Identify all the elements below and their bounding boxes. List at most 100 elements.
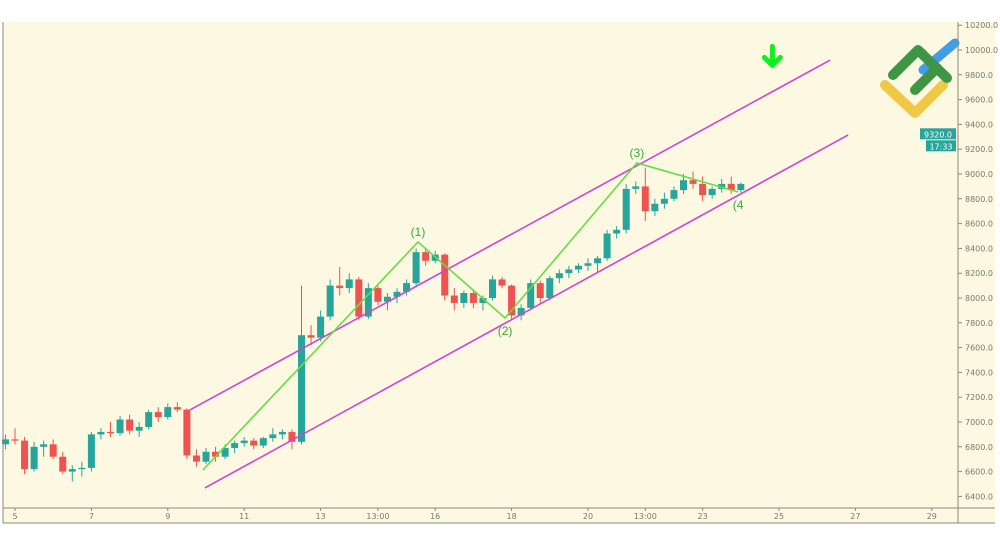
candle-down: [498, 276, 506, 289]
candle-up: [403, 279, 411, 296]
candle-up: [202, 448, 210, 465]
candle-down: [441, 253, 449, 301]
price-tick-label: 10200.0: [965, 21, 998, 30]
time-tick-label: 18: [507, 512, 517, 521]
candle-countdown-label: 17:33: [929, 142, 952, 151]
candle-up: [527, 279, 535, 311]
time-tick-label: 23: [698, 512, 708, 521]
time-tick-label: 9: [165, 512, 170, 521]
candle-body: [326, 285, 334, 317]
candle-up: [259, 436, 267, 449]
candle-body: [240, 440, 248, 444]
candle-down: [11, 428, 19, 445]
candle-down: [450, 288, 458, 311]
candles-layer: [1, 167, 745, 482]
candle-body: [469, 293, 477, 303]
candle-body: [737, 183, 745, 191]
candle-body: [68, 469, 76, 472]
candle-body: [574, 265, 582, 270]
candle-body: [689, 180, 697, 184]
time-axis[interactable]: 5 7 9 11 13 13:00 16 18 20 13:00 23 25 27 29: [12, 508, 937, 521]
candle-up: [68, 465, 76, 482]
candle-body: [97, 431, 105, 435]
time-tick-label: 16: [430, 512, 440, 521]
candle-down: [154, 407, 162, 422]
candle-down: [250, 438, 258, 450]
candle-body: [594, 258, 602, 264]
candle-up: [651, 198, 659, 217]
candle-up: [326, 279, 334, 321]
candle-down: [689, 171, 697, 189]
candle-body: [527, 283, 535, 308]
candle-up: [622, 183, 630, 234]
price-tick-label: 9400.0: [965, 120, 993, 129]
price-tick-label: 8400.0: [965, 244, 993, 253]
candle-down: [183, 408, 191, 460]
price-tick-label: 6600.0: [965, 468, 993, 477]
price-tick-label: 9600.0: [965, 96, 993, 105]
candle-down: [21, 436, 29, 475]
candle-body: [59, 456, 67, 472]
candle-body: [613, 229, 621, 234]
price-tick-label: 8000.0: [965, 294, 993, 303]
candle-up: [116, 415, 124, 436]
candle-body: [603, 233, 611, 259]
current-price-label: 9320.0: [924, 130, 952, 139]
price-tick-label: 7600.0: [965, 344, 993, 353]
time-tick-label: 11: [239, 512, 249, 521]
time-tick-label: 13:00: [634, 512, 657, 521]
chart-background: [3, 22, 995, 523]
candle-body: [135, 426, 143, 431]
candle-up: [660, 192, 668, 209]
candle-body: [718, 183, 726, 189]
candle-body: [164, 407, 172, 418]
candle-body: [21, 440, 29, 470]
price-tick-label: 6400.0: [965, 492, 993, 501]
candle-up: [584, 258, 592, 271]
candle-body: [298, 335, 305, 442]
candle-body: [670, 190, 678, 199]
channel-lower-line: [204, 134, 849, 489]
channel-upper-line: [189, 59, 831, 411]
candle-up: [412, 248, 420, 286]
time-tick-label: 13: [316, 512, 326, 521]
candle-body: [403, 283, 411, 292]
price-tick-label: 9000.0: [965, 170, 993, 179]
candle-body: [622, 188, 630, 230]
time-tick-label: 25: [774, 512, 784, 521]
time-tick-label: 20: [583, 512, 593, 521]
candle-down: [192, 449, 200, 467]
candle-down: [374, 285, 382, 306]
candle-body: [116, 419, 124, 434]
candle-body: [221, 448, 229, 457]
candle-body: [345, 279, 353, 289]
brand-logo: [880, 38, 960, 118]
candle-down: [126, 414, 134, 435]
candle-up: [97, 428, 105, 440]
candle-down: [49, 439, 57, 460]
candle-body: [412, 252, 420, 284]
price-axis[interactable]: 6400.0 6600.0 6800.0 7000.0 7200.0 7400.0 7600…: [958, 21, 998, 501]
price-tick-label: 8200.0: [965, 269, 993, 278]
candle-up: [737, 182, 745, 193]
candle-body: [660, 198, 668, 204]
candle-down: [469, 289, 477, 308]
candle-body: [555, 273, 563, 279]
time-tick-label: 7: [89, 512, 94, 521]
wave-label: (1): [411, 225, 426, 239]
candle-body: [508, 285, 516, 316]
down-arrow-icon: [761, 43, 783, 68]
candle-body: [641, 186, 649, 212]
candle-body: [307, 335, 315, 338]
candle-body: [173, 407, 181, 410]
time-tick-label: 29: [927, 512, 937, 521]
candle-body: [489, 279, 496, 298]
candle-up: [345, 273, 353, 294]
candle-body: [259, 438, 267, 446]
candle-body: [1, 439, 9, 445]
candle-down: [508, 284, 516, 320]
candle-up: [145, 409, 153, 430]
current-price-tag-bg: [920, 128, 956, 140]
candle-body: [278, 431, 286, 435]
